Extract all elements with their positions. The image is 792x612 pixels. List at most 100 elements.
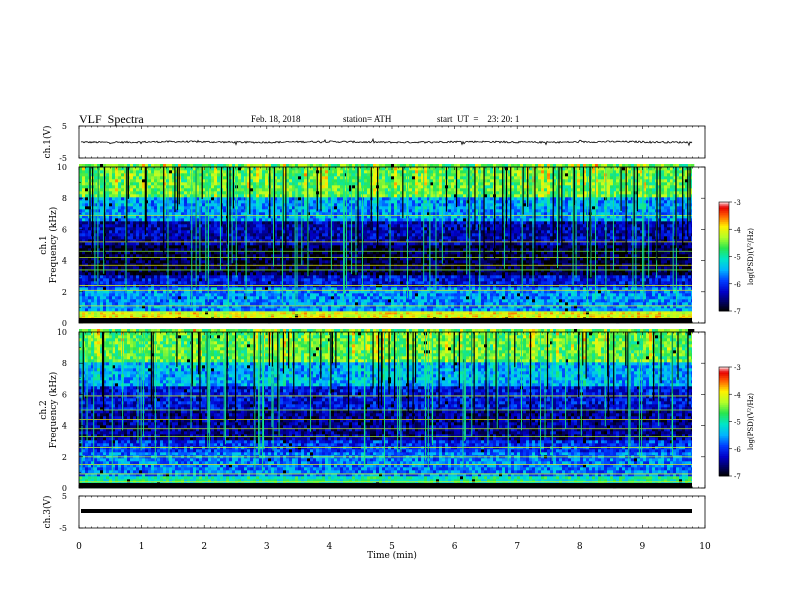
spectro-cell bbox=[130, 272, 133, 275]
spectro-cell bbox=[520, 308, 523, 311]
spectro-cell bbox=[637, 287, 640, 290]
spectro-cell bbox=[583, 266, 586, 269]
spectro-cell bbox=[232, 263, 235, 266]
spectro-cell bbox=[94, 311, 97, 314]
spectro-cell bbox=[337, 278, 340, 281]
spectro-cell bbox=[175, 272, 178, 275]
spectro-cell bbox=[241, 263, 244, 266]
spectro-cell bbox=[592, 275, 595, 278]
spectro-cell bbox=[319, 314, 322, 317]
spectro-cell bbox=[253, 293, 256, 296]
spectro-cell bbox=[523, 287, 526, 290]
spectro-cell bbox=[358, 287, 361, 290]
spectro-cell bbox=[454, 296, 457, 299]
spectro-cell bbox=[160, 263, 163, 266]
spectro-cell bbox=[553, 266, 556, 269]
spectro-cell bbox=[121, 275, 124, 278]
spectro-cell bbox=[457, 272, 460, 275]
spectro-cell bbox=[418, 314, 421, 317]
spectro-cell bbox=[325, 269, 328, 272]
spectro-cell bbox=[241, 311, 244, 314]
spectro-cell bbox=[439, 269, 442, 272]
spectro-cell bbox=[466, 314, 469, 317]
spectro-cell bbox=[472, 266, 475, 269]
spectro-cell bbox=[337, 293, 340, 296]
spectro-cell bbox=[619, 311, 622, 314]
spectro-cell bbox=[295, 308, 298, 311]
spectro-cell bbox=[232, 308, 235, 311]
spectro-cell bbox=[403, 266, 406, 269]
spectro-cell bbox=[91, 311, 94, 314]
spectro-cell bbox=[253, 314, 256, 317]
spectro-cell bbox=[448, 260, 451, 263]
spectro-cell bbox=[256, 254, 259, 257]
spectro-cell bbox=[685, 299, 688, 302]
spectro-cell bbox=[592, 314, 595, 317]
spectro-cell bbox=[325, 266, 328, 269]
spectro-cell bbox=[367, 260, 370, 263]
spectro-cell bbox=[448, 293, 451, 296]
spectro-cell bbox=[649, 269, 652, 272]
spectro-cell bbox=[475, 278, 478, 281]
spectro-cell bbox=[277, 314, 280, 317]
spectro-cell bbox=[187, 314, 190, 317]
spectro-cell bbox=[568, 296, 571, 299]
spectro-cell bbox=[394, 287, 397, 290]
spectro-cell bbox=[310, 296, 313, 299]
spectro-cell bbox=[376, 278, 379, 281]
spectro-cell bbox=[505, 272, 508, 275]
spectro-cell bbox=[262, 302, 265, 305]
spectro-cell bbox=[253, 281, 256, 284]
spectro-cell bbox=[163, 296, 166, 299]
spectro-cell bbox=[244, 311, 247, 314]
spectro-cell bbox=[487, 275, 490, 278]
spectro-cell bbox=[301, 278, 304, 281]
spectro-cell bbox=[607, 296, 610, 299]
spectro-cell bbox=[649, 278, 652, 281]
spectro-cell bbox=[391, 278, 394, 281]
spectro-cell bbox=[553, 287, 556, 290]
spectro-cell bbox=[610, 287, 613, 290]
spectro-cell bbox=[118, 254, 121, 257]
spectro-cell bbox=[661, 308, 664, 311]
spectro-cell bbox=[400, 266, 403, 269]
spectro-cell bbox=[316, 254, 319, 257]
spectro-cell bbox=[121, 263, 124, 266]
spectro-cell bbox=[547, 299, 550, 302]
spectro-cell bbox=[526, 281, 529, 284]
spectro-cell bbox=[601, 308, 604, 311]
spectro-cell bbox=[271, 296, 274, 299]
spectro-cell bbox=[433, 299, 436, 302]
spectro-cell bbox=[457, 275, 460, 278]
spectro-cell bbox=[100, 299, 103, 302]
spectro-cell bbox=[517, 293, 520, 296]
spectro-cell bbox=[379, 299, 382, 302]
spectro-cell bbox=[673, 314, 676, 317]
spectro-cell bbox=[523, 275, 526, 278]
spectro-cell bbox=[496, 269, 499, 272]
spectro-cell bbox=[385, 269, 388, 272]
spectro-cell bbox=[271, 302, 274, 305]
spectro-cell bbox=[106, 311, 109, 314]
spectro-cell bbox=[490, 275, 493, 278]
spectro-cell bbox=[388, 302, 391, 305]
spectro-cell bbox=[355, 302, 358, 305]
spectro-cell bbox=[271, 308, 274, 311]
spectro-cell bbox=[208, 302, 211, 305]
spectro-cell bbox=[376, 314, 379, 317]
spectro-cell bbox=[607, 311, 610, 314]
spectro-cell bbox=[361, 293, 364, 296]
spectro-cell bbox=[454, 272, 457, 275]
spectro-cell bbox=[346, 308, 349, 311]
spectro-cell bbox=[271, 275, 274, 278]
spectro-cell bbox=[475, 299, 478, 302]
spectro-cell bbox=[622, 293, 625, 296]
spectro-cell bbox=[625, 272, 628, 275]
spectro-cell bbox=[517, 308, 520, 311]
spectro-cell bbox=[424, 311, 427, 314]
spectro-cell bbox=[652, 308, 655, 311]
spectro-cell bbox=[637, 311, 640, 314]
spectro-cell bbox=[106, 275, 109, 278]
spectro-cell bbox=[274, 275, 277, 278]
